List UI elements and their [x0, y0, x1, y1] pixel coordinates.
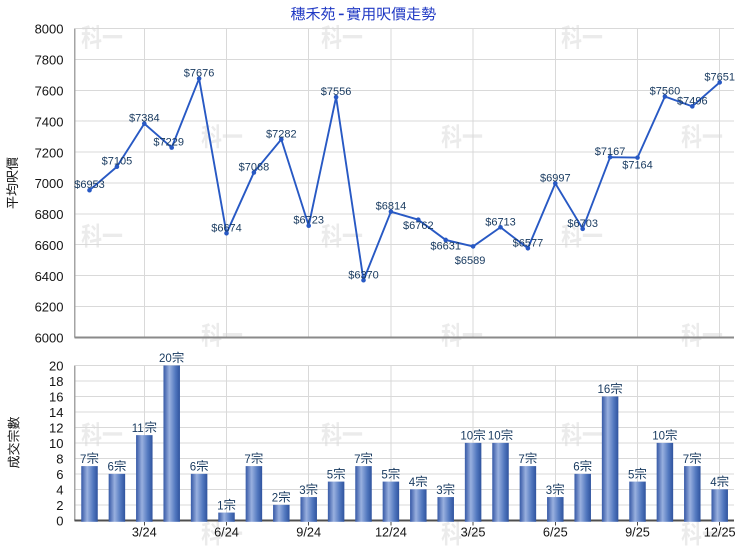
svg-text:$7560: $7560: [650, 86, 681, 98]
svg-text:7: 7: [80, 454, 86, 466]
svg-text:7600: 7600: [35, 84, 64, 99]
svg-text:1: 1: [217, 500, 223, 512]
svg-text:12: 12: [49, 421, 63, 436]
svg-text:$6674: $6674: [211, 222, 242, 234]
svg-text:$6953: $6953: [74, 179, 105, 191]
svg-text:7: 7: [683, 454, 689, 466]
svg-text:$6589: $6589: [455, 255, 486, 267]
svg-text:6800: 6800: [35, 207, 64, 222]
svg-text:$6703: $6703: [567, 218, 598, 230]
svg-text:6000: 6000: [35, 331, 64, 346]
svg-text:8000: 8000: [35, 22, 64, 37]
svg-text:10: 10: [460, 431, 473, 443]
svg-text:$7068: $7068: [239, 161, 270, 173]
svg-text:2: 2: [272, 493, 278, 505]
svg-text:7400: 7400: [35, 114, 64, 129]
svg-text:3: 3: [299, 485, 305, 497]
svg-text:7: 7: [354, 454, 360, 466]
svg-text:3: 3: [546, 485, 552, 497]
svg-text:11: 11: [132, 423, 144, 435]
svg-text:5: 5: [628, 469, 634, 481]
svg-text:8: 8: [56, 452, 63, 467]
svg-text:$6577: $6577: [513, 237, 544, 249]
svg-text:3: 3: [436, 485, 442, 497]
svg-text:5: 5: [381, 469, 387, 481]
svg-text:9/25: 9/25: [625, 524, 650, 539]
svg-text:6/25: 6/25: [543, 524, 568, 539]
svg-text:14: 14: [49, 405, 63, 420]
svg-text:7800: 7800: [35, 53, 64, 68]
svg-text:6400: 6400: [35, 269, 64, 284]
svg-text:6: 6: [108, 462, 114, 474]
svg-text:6200: 6200: [35, 300, 64, 315]
svg-text:$7676: $7676: [184, 68, 215, 80]
svg-text:3/25: 3/25: [461, 524, 486, 539]
svg-text:$7164: $7164: [622, 160, 653, 172]
svg-text:$7651: $7651: [704, 71, 735, 83]
svg-text:2: 2: [56, 498, 63, 513]
svg-text:7000: 7000: [35, 176, 64, 191]
svg-text:$6631: $6631: [430, 240, 461, 252]
svg-text:7200: 7200: [35, 145, 64, 160]
svg-text:7: 7: [244, 454, 250, 466]
svg-text:$6762: $6762: [403, 220, 434, 232]
svg-text:18: 18: [49, 374, 63, 389]
svg-text:$6723: $6723: [293, 215, 324, 227]
svg-text:6600: 6600: [35, 238, 64, 253]
svg-text:10: 10: [488, 431, 501, 443]
svg-text:6: 6: [573, 462, 579, 474]
svg-text:9/24: 9/24: [296, 524, 321, 539]
svg-text:16: 16: [49, 390, 63, 405]
svg-text:20: 20: [49, 359, 63, 374]
svg-text:16: 16: [598, 384, 611, 396]
svg-text:$7282: $7282: [266, 128, 297, 140]
svg-text:12/25: 12/25: [704, 524, 736, 539]
svg-text:$6370: $6370: [348, 269, 379, 281]
svg-text:6: 6: [56, 467, 63, 482]
svg-text:$7384: $7384: [129, 113, 160, 125]
svg-text:20: 20: [159, 353, 172, 365]
svg-text:4: 4: [409, 477, 416, 489]
svg-text:4: 4: [710, 477, 717, 489]
svg-text:$7229: $7229: [153, 137, 184, 149]
svg-text:$7167: $7167: [595, 146, 626, 158]
svg-text:$7496: $7496: [677, 95, 708, 107]
svg-text:0: 0: [56, 514, 63, 529]
svg-text:7: 7: [518, 454, 524, 466]
svg-text:10: 10: [652, 431, 665, 443]
svg-text:4: 4: [56, 483, 63, 498]
svg-text:$6713: $6713: [485, 216, 516, 228]
svg-text:$7105: $7105: [102, 156, 133, 168]
svg-text:3/24: 3/24: [132, 524, 157, 539]
svg-text:5: 5: [327, 469, 333, 481]
svg-text:$7556: $7556: [321, 86, 352, 98]
svg-text:$6814: $6814: [376, 201, 407, 213]
svg-text:10: 10: [49, 436, 63, 451]
svg-text:$6997: $6997: [540, 172, 571, 184]
svg-text:6: 6: [190, 462, 196, 474]
svg-text:12/24: 12/24: [375, 524, 407, 539]
svg-text:6/24: 6/24: [214, 524, 239, 539]
